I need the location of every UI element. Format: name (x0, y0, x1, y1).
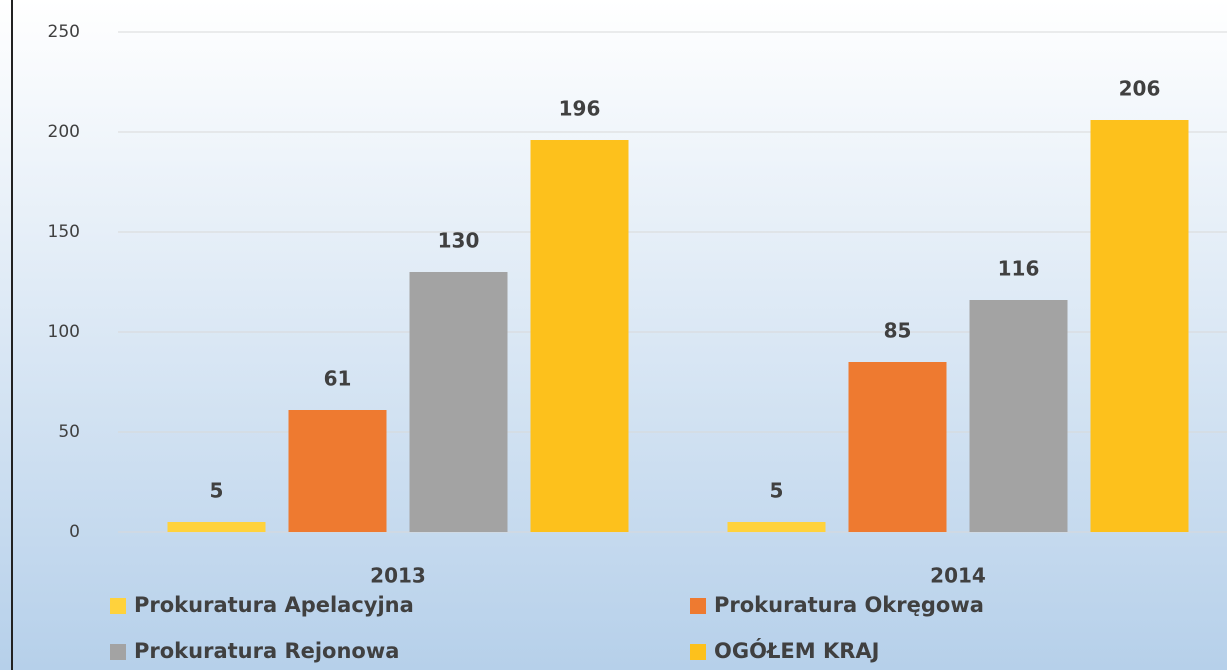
legend-label: Prokuratura Apelacyjna (134, 593, 414, 617)
legend-label: Prokuratura Okręgowa (714, 593, 984, 617)
bar (848, 362, 947, 532)
bar (530, 140, 629, 532)
bar (409, 272, 508, 532)
data-label: 206 (1119, 77, 1161, 101)
data-label: 85 (884, 319, 912, 343)
bar (1090, 120, 1189, 532)
y-tick-label: 50 (58, 422, 80, 442)
legend-label: Prokuratura Rejonowa (134, 639, 399, 663)
legend-swatch (110, 644, 126, 660)
x-tick-label: 2014 (930, 564, 986, 588)
legend-swatch (690, 598, 706, 614)
data-label: 5 (770, 479, 784, 503)
y-tick-label: 200 (48, 122, 80, 142)
y-tick-label: 150 (48, 222, 80, 242)
bar (727, 522, 826, 532)
bar (288, 410, 387, 532)
data-label: 116 (998, 257, 1040, 281)
legend-swatch (110, 598, 126, 614)
y-tick-label: 250 (48, 22, 80, 42)
y-tick-label: 100 (48, 322, 80, 342)
y-tick-label: 0 (69, 522, 80, 542)
data-label: 130 (438, 229, 480, 253)
bar (969, 300, 1068, 532)
legend-label: OGÓŁEM KRAJ (714, 638, 880, 663)
bar (167, 522, 266, 532)
data-label: 5 (210, 479, 224, 503)
legend-swatch (690, 644, 706, 660)
data-label: 61 (324, 367, 352, 391)
x-tick-label: 2013 (370, 564, 426, 588)
data-label: 196 (559, 97, 601, 121)
